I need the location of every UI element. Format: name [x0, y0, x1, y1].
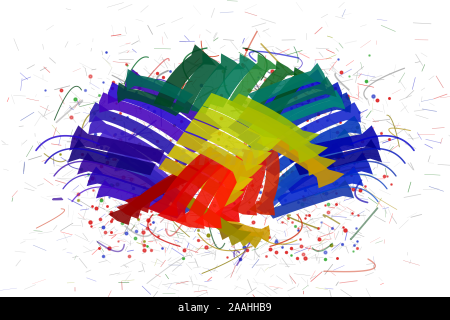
Polygon shape [257, 76, 337, 117]
Polygon shape [257, 133, 345, 188]
Polygon shape [266, 90, 345, 129]
Polygon shape [89, 102, 194, 166]
FancyBboxPatch shape [0, 297, 450, 320]
Polygon shape [157, 153, 230, 222]
Polygon shape [190, 53, 245, 114]
Polygon shape [256, 156, 336, 214]
Polygon shape [117, 83, 184, 116]
Polygon shape [209, 54, 262, 108]
Polygon shape [294, 139, 382, 175]
Polygon shape [231, 150, 268, 215]
Polygon shape [238, 82, 342, 145]
Polygon shape [95, 129, 176, 188]
Polygon shape [263, 67, 315, 120]
Polygon shape [96, 180, 183, 219]
Polygon shape [185, 119, 272, 171]
Polygon shape [227, 54, 280, 108]
Polygon shape [202, 93, 291, 147]
Polygon shape [153, 44, 216, 108]
Polygon shape [265, 142, 345, 201]
Polygon shape [88, 116, 185, 176]
Polygon shape [99, 92, 203, 154]
Polygon shape [114, 156, 194, 214]
Polygon shape [125, 159, 211, 213]
Polygon shape [123, 69, 222, 135]
Polygon shape [194, 205, 258, 247]
Polygon shape [126, 69, 194, 104]
Polygon shape [158, 158, 244, 209]
Polygon shape [77, 152, 166, 194]
Polygon shape [256, 102, 361, 166]
Polygon shape [274, 129, 355, 188]
Text: alamy: alamy [178, 142, 281, 171]
Polygon shape [69, 125, 165, 163]
Polygon shape [68, 139, 156, 175]
Polygon shape [87, 166, 174, 206]
Polygon shape [248, 63, 328, 104]
Polygon shape [247, 92, 351, 154]
Polygon shape [248, 120, 336, 176]
Polygon shape [276, 166, 363, 206]
Polygon shape [285, 125, 381, 163]
Polygon shape [175, 192, 243, 240]
Polygon shape [202, 211, 264, 248]
Polygon shape [167, 145, 253, 196]
Polygon shape [212, 212, 270, 242]
Polygon shape [108, 82, 212, 145]
Polygon shape [184, 198, 251, 246]
Polygon shape [265, 116, 362, 176]
Polygon shape [238, 107, 328, 164]
Polygon shape [108, 172, 192, 225]
Polygon shape [105, 142, 185, 201]
Polygon shape [245, 61, 297, 114]
Polygon shape [117, 165, 202, 219]
Polygon shape [175, 154, 241, 229]
Polygon shape [176, 132, 263, 184]
Polygon shape [148, 146, 222, 216]
Polygon shape [284, 152, 373, 194]
Polygon shape [228, 69, 327, 135]
Polygon shape [172, 53, 228, 114]
Polygon shape [229, 93, 320, 151]
Text: alamy - 2AAHHB9: alamy - 2AAHHB9 [178, 303, 272, 314]
Polygon shape [249, 149, 280, 215]
Polygon shape [194, 106, 282, 159]
Polygon shape [267, 180, 354, 219]
Polygon shape [194, 155, 250, 228]
Polygon shape [212, 149, 259, 222]
